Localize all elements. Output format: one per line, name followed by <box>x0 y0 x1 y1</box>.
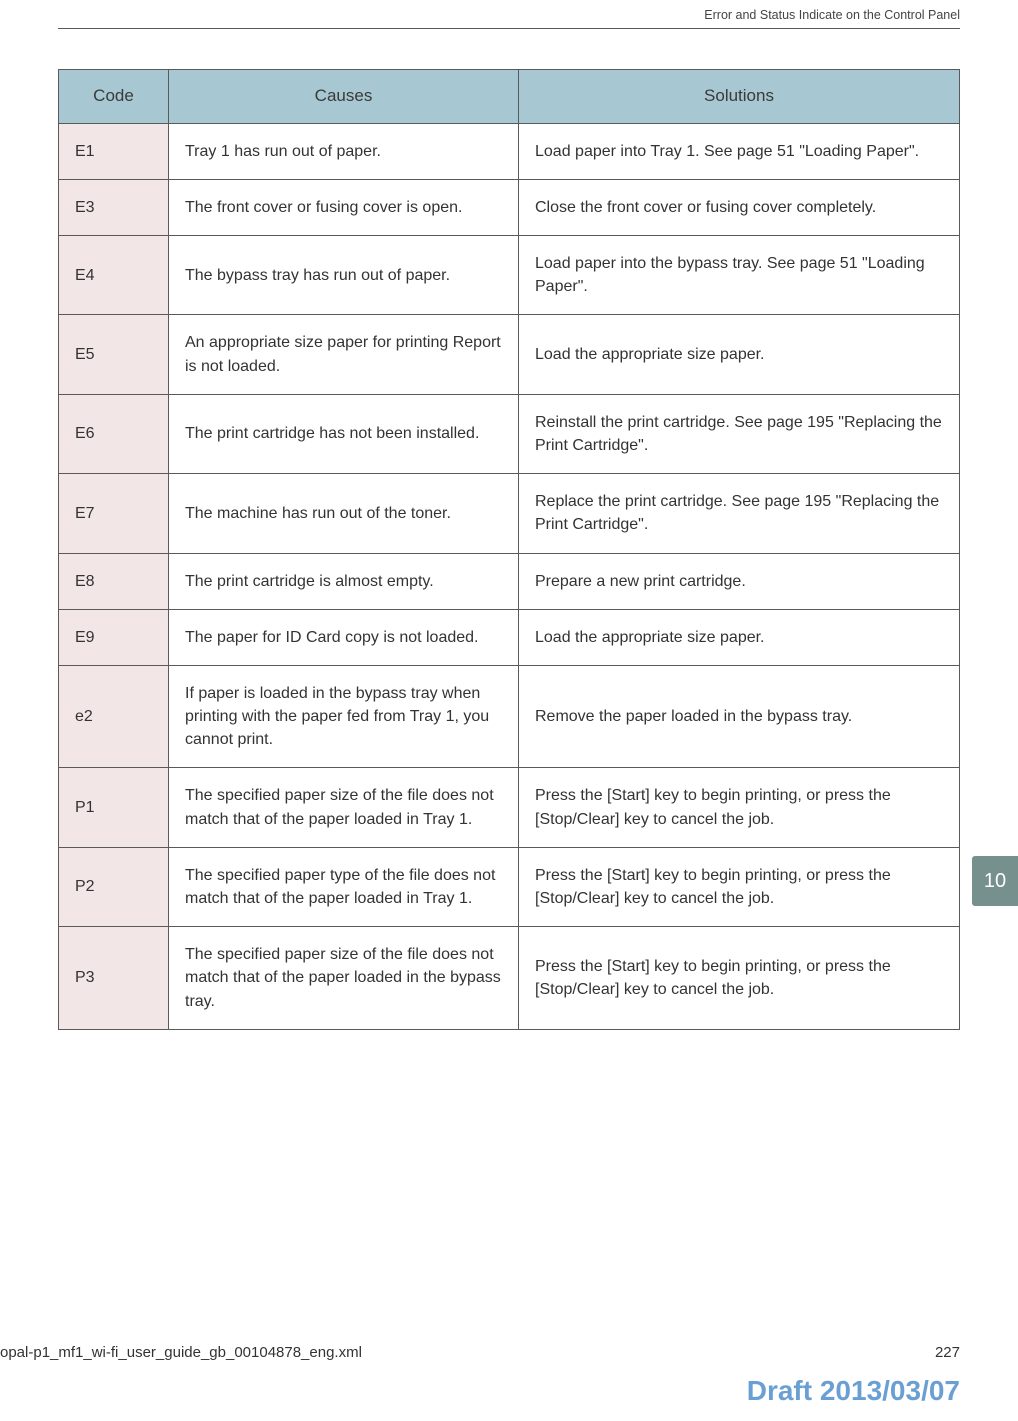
cause-cell: An appropriate size paper for printing R… <box>169 315 519 394</box>
solution-cell: Remove the paper loaded in the bypass tr… <box>519 665 960 768</box>
cause-cell: The front cover or fusing cover is open. <box>169 179 519 235</box>
chapter-number: 10 <box>984 870 1006 893</box>
solution-cell: Replace the print cartridge. See page 19… <box>519 474 960 553</box>
header-title: Error and Status Indicate on the Control… <box>704 8 960 22</box>
cause-cell: The specified paper size of the file doe… <box>169 768 519 847</box>
cause-cell: Tray 1 has run out of paper. <box>169 123 519 179</box>
table-row: E1 Tray 1 has run out of paper. Load pap… <box>59 123 960 179</box>
code-cell: E8 <box>59 553 169 609</box>
code-cell: E7 <box>59 474 169 553</box>
table-row: P1 The specified paper size of the file … <box>59 768 960 847</box>
table-row: P2 The specified paper type of the file … <box>59 847 960 926</box>
solution-cell: Prepare a new print cartridge. <box>519 553 960 609</box>
content-area: Code Causes Solutions E1 Tray 1 has run … <box>0 29 960 1030</box>
code-cell: P1 <box>59 768 169 847</box>
draft-watermark: Draft 2013/03/07 <box>747 1375 960 1407</box>
code-cell: E5 <box>59 315 169 394</box>
table-row: E3 The front cover or fusing cover is op… <box>59 179 960 235</box>
code-cell: e2 <box>59 665 169 768</box>
table-row: E9 The paper for ID Card copy is not loa… <box>59 609 960 665</box>
solution-cell: Press the [Start] key to begin printing,… <box>519 927 960 1030</box>
cause-cell: The bypass tray has run out of paper. <box>169 236 519 315</box>
solution-cell: Load the appropriate size paper. <box>519 609 960 665</box>
code-cell: P2 <box>59 847 169 926</box>
col-header-code: Code <box>59 70 169 124</box>
page-number: 227 <box>935 1344 960 1361</box>
col-header-solutions: Solutions <box>519 70 960 124</box>
cause-cell: The specified paper type of the file doe… <box>169 847 519 926</box>
table-row: E5 An appropriate size paper for printin… <box>59 315 960 394</box>
solution-cell: Press the [Start] key to begin printing,… <box>519 768 960 847</box>
table-row: E8 The print cartridge is almost empty. … <box>59 553 960 609</box>
table-row: E7 The machine has run out of the toner.… <box>59 474 960 553</box>
solution-cell: Reinstall the print cartridge. See page … <box>519 394 960 473</box>
solution-cell: Load paper into the bypass tray. See pag… <box>519 236 960 315</box>
error-codes-table: Code Causes Solutions E1 Tray 1 has run … <box>58 69 960 1030</box>
solution-cell: Press the [Start] key to begin printing,… <box>519 847 960 926</box>
page-header: Error and Status Indicate on the Control… <box>58 0 960 29</box>
cause-cell: The print cartridge has not been install… <box>169 394 519 473</box>
col-header-causes: Causes <box>169 70 519 124</box>
solution-cell: Load the appropriate size paper. <box>519 315 960 394</box>
cause-cell: The print cartridge is almost empty. <box>169 553 519 609</box>
cause-cell: The machine has run out of the toner. <box>169 474 519 553</box>
table-header-row: Code Causes Solutions <box>59 70 960 124</box>
solution-cell: Load paper into Tray 1. See page 51 "Loa… <box>519 123 960 179</box>
cause-cell: The specified paper size of the file doe… <box>169 927 519 1030</box>
table-row: E4 The bypass tray has run out of paper.… <box>59 236 960 315</box>
code-cell: E4 <box>59 236 169 315</box>
table-row: E6 The print cartridge has not been inst… <box>59 394 960 473</box>
code-cell: E1 <box>59 123 169 179</box>
code-cell: P3 <box>59 927 169 1030</box>
cause-cell: If paper is loaded in the bypass tray wh… <box>169 665 519 768</box>
solution-cell: Close the front cover or fusing cover co… <box>519 179 960 235</box>
page-footer: opal-p1_mf1_wi-fi_user_guide_gb_00104878… <box>0 1344 960 1361</box>
table-row: e2 If paper is loaded in the bypass tray… <box>59 665 960 768</box>
table-row: P3 The specified paper size of the file … <box>59 927 960 1030</box>
chapter-tab: 10 <box>972 856 1018 906</box>
page: Error and Status Indicate on the Control… <box>0 0 1018 1421</box>
code-cell: E6 <box>59 394 169 473</box>
cause-cell: The paper for ID Card copy is not loaded… <box>169 609 519 665</box>
code-cell: E9 <box>59 609 169 665</box>
code-cell: E3 <box>59 179 169 235</box>
footer-filename: opal-p1_mf1_wi-fi_user_guide_gb_00104878… <box>0 1344 362 1361</box>
